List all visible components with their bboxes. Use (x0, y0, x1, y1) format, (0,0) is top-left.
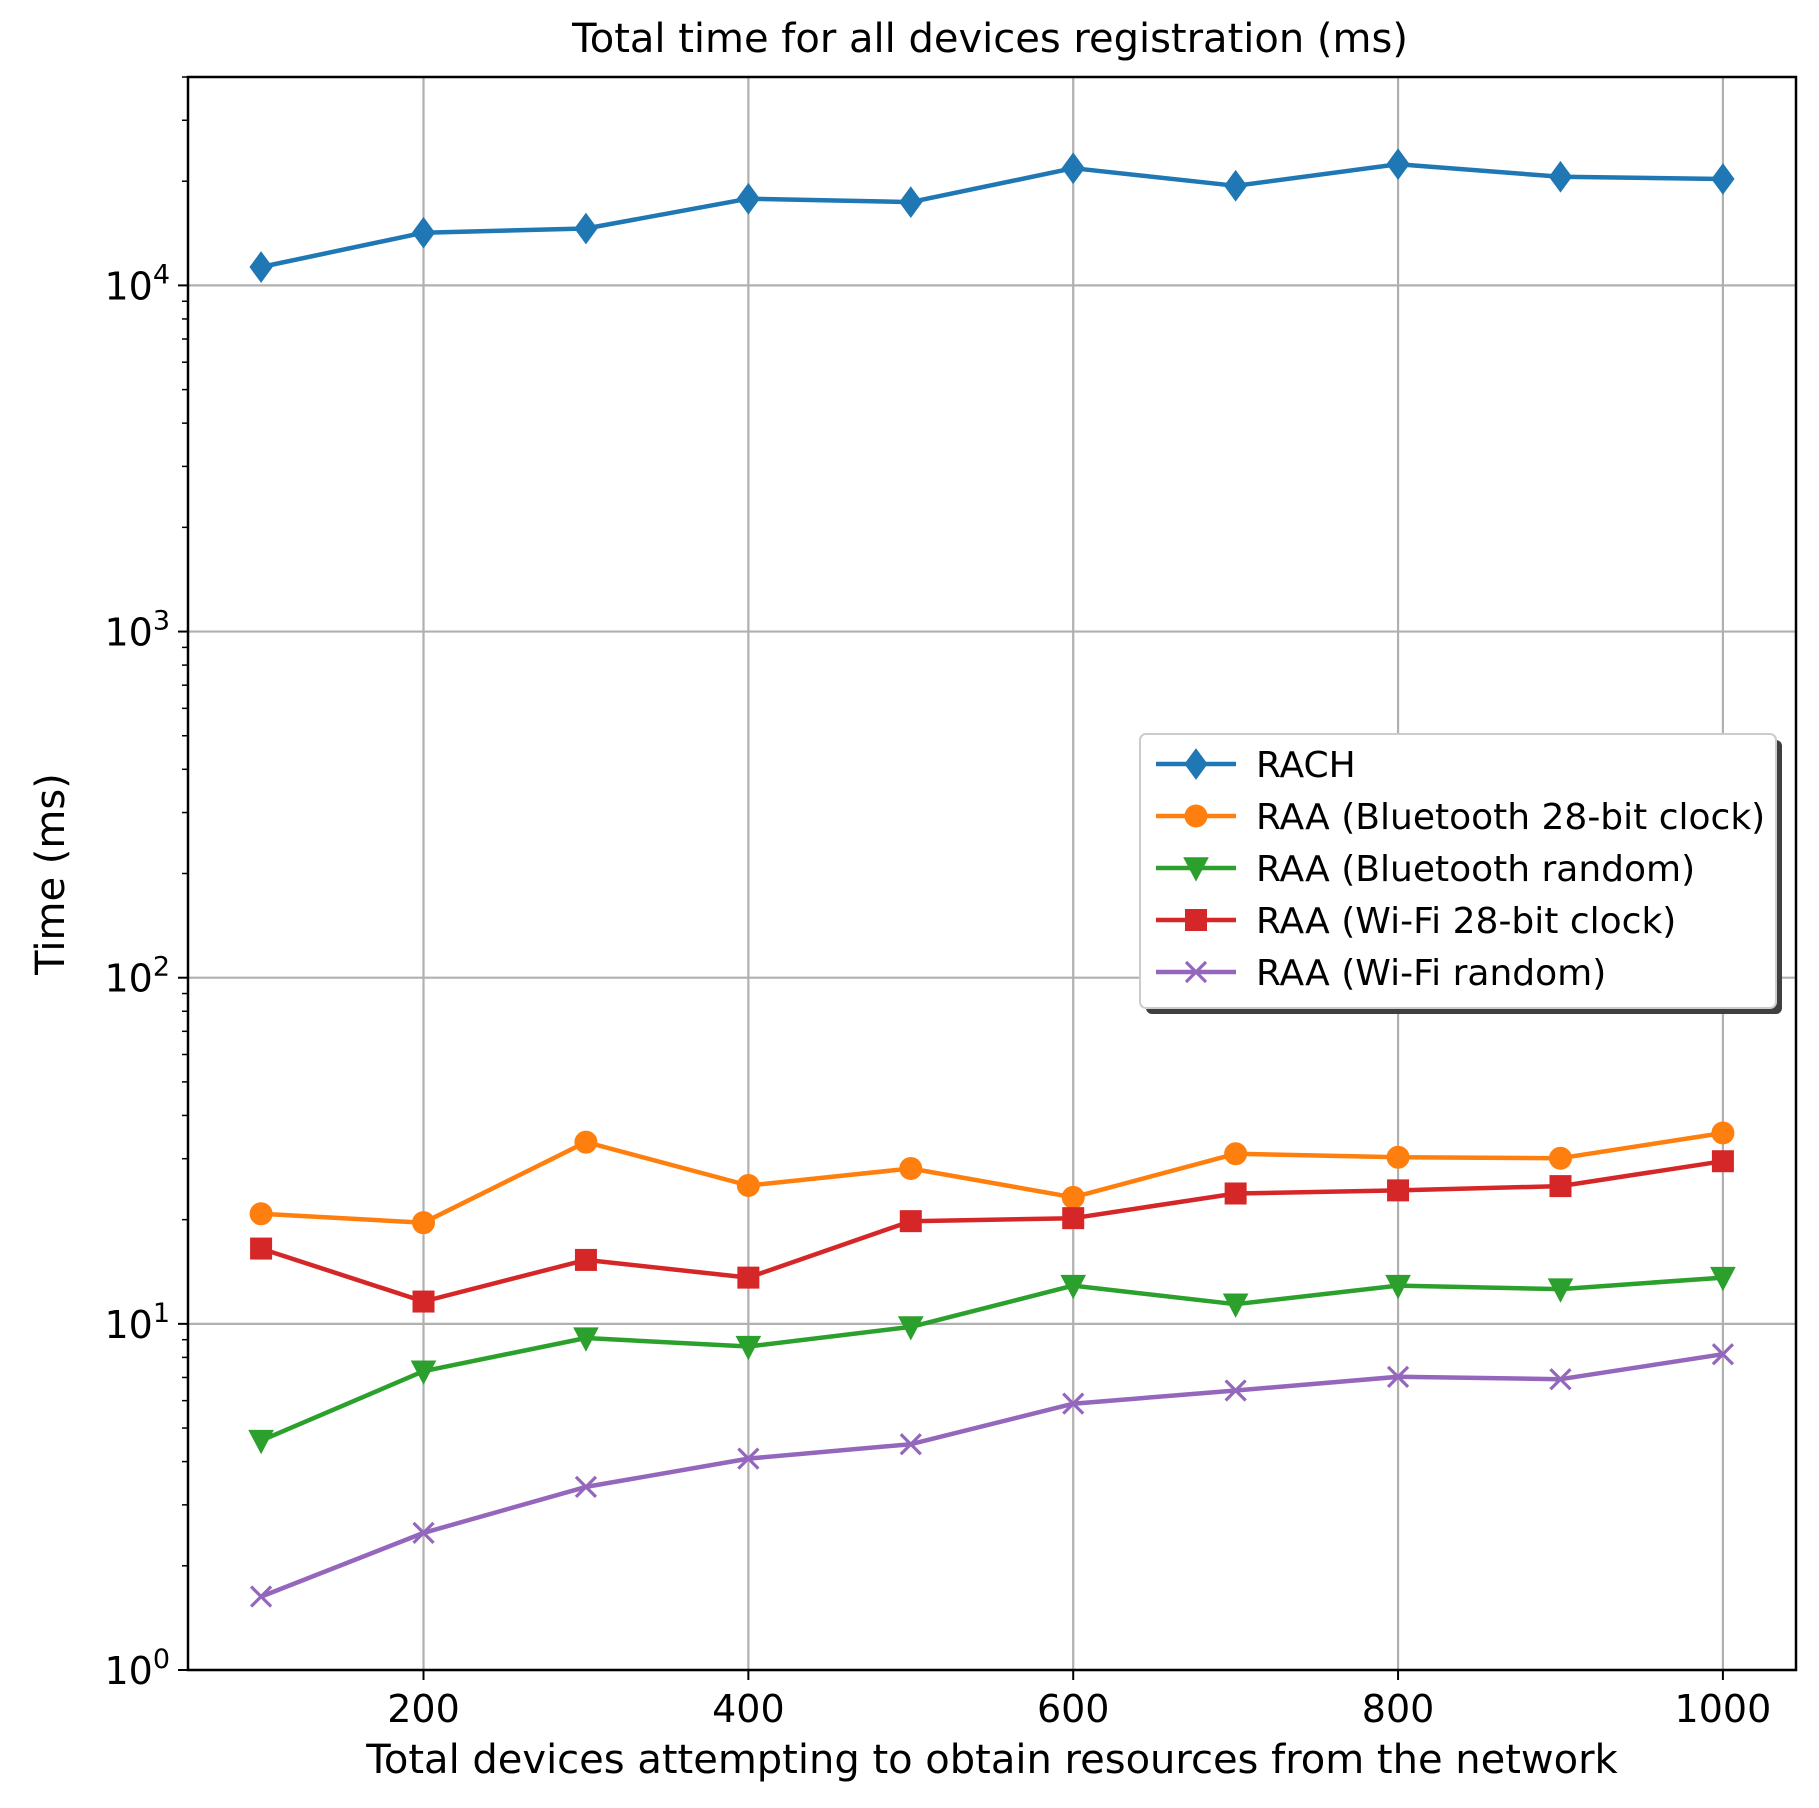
x-axis-ticks: 200 400 600 800 1000 (387, 1670, 1771, 1731)
y-axis-ticks: 100 101 102 103 104 (104, 259, 188, 1693)
data-point (1387, 1179, 1410, 1202)
data-point (899, 186, 923, 218)
x-tick-label: 1000 (1675, 1687, 1772, 1731)
legend-box (1139, 733, 1777, 1009)
data-point (574, 212, 598, 245)
data-point (250, 1237, 273, 1260)
data-point (574, 1475, 598, 1499)
data-point (1061, 152, 1085, 185)
data-point (412, 1521, 435, 1544)
y-tick-label: 102 (104, 952, 170, 1001)
data-point (249, 1202, 273, 1226)
legend-item: RAA (Wi-Fi 28-bit clock) (1156, 901, 1676, 942)
series-line (260, 1130, 1724, 1225)
data-point (735, 1335, 762, 1361)
data-point (737, 1447, 760, 1470)
data-point (736, 182, 760, 215)
data-point (736, 1174, 760, 1198)
data-point (412, 1290, 435, 1313)
y-tick-label: 100 (104, 1644, 170, 1693)
y-tick-label: 104 (104, 259, 170, 308)
series-line (260, 1158, 1724, 1304)
data-point (1711, 1343, 1735, 1366)
data-point (1224, 1379, 1247, 1402)
data-point (1711, 1121, 1735, 1145)
legend-label: RAA (Wi-Fi random) (1256, 953, 1606, 994)
data-point (1711, 163, 1735, 195)
data-point (899, 1210, 922, 1233)
data-point (897, 1316, 924, 1341)
data-point (1062, 1207, 1085, 1230)
data-point (1224, 1182, 1247, 1205)
data-point (899, 1433, 922, 1456)
plot-frame (186, 75, 1798, 1672)
legend-swatch-marker (1184, 748, 1208, 780)
data-point (1710, 1266, 1736, 1292)
data-point (249, 1585, 273, 1608)
data-point (574, 1248, 597, 1271)
data-point (1548, 1146, 1572, 1170)
data-point (1547, 1278, 1574, 1303)
x-tick-label: 200 (387, 1687, 460, 1731)
legend-item: RAA (Wi-Fi random) (1156, 953, 1606, 994)
data-point (1386, 148, 1410, 181)
series-4 (250, 1150, 1734, 1313)
data-point (737, 1266, 760, 1289)
data-point (248, 1429, 274, 1455)
y-tick-label: 101 (104, 1298, 170, 1347)
x-tick-label: 400 (712, 1687, 785, 1731)
legend-item: RACH (1156, 745, 1356, 786)
legend-swatch-marker (1184, 804, 1208, 828)
legend-swatch-marker (1184, 960, 1208, 984)
series-3 (248, 1266, 1736, 1455)
x-tick-label: 800 (1362, 1687, 1435, 1731)
series-line (260, 1275, 1724, 1443)
data-point (411, 216, 436, 249)
legend-label: RAA (Bluetooth 28-bit clock) (1256, 797, 1765, 838)
data-point (1549, 1175, 1572, 1198)
series-layer (248, 148, 1736, 1608)
data-point (899, 1157, 923, 1181)
data-point (1222, 1293, 1249, 1318)
data-point (249, 251, 273, 283)
data-point (574, 1130, 598, 1154)
series-line (260, 161, 1723, 270)
series-2 (249, 1121, 1735, 1235)
data-point (1711, 1150, 1734, 1173)
legend-label: RACH (1256, 745, 1356, 786)
series-line (260, 1351, 1724, 1599)
data-point (1386, 1365, 1410, 1388)
y-axis-label: Time (ms) (28, 773, 74, 976)
chart-title: Total time for all devices registration … (571, 16, 1408, 62)
series-5 (249, 1343, 1735, 1608)
data-point (412, 1211, 436, 1235)
legend-label: RAA (Bluetooth random) (1256, 849, 1695, 890)
legend-swatch-marker (1185, 909, 1207, 931)
data-point (1385, 1274, 1411, 1300)
legend-item: RAA (Bluetooth random) (1156, 849, 1695, 890)
x-axis-label: Total devices attempting to obtain resou… (365, 1737, 1618, 1783)
data-point (410, 1360, 437, 1385)
data-point (1549, 1368, 1572, 1391)
legend-swatch-marker (1183, 857, 1209, 882)
data-point (1060, 1274, 1087, 1300)
y-tick-label: 103 (104, 606, 170, 655)
legend: RACH RAA (Bluetooth 28-bit clock) RAA (Blu… (1139, 733, 1782, 1014)
data-point (573, 1327, 599, 1352)
data-point (1061, 1185, 1085, 1209)
series-1 (249, 148, 1735, 283)
x-tick-label: 600 (1037, 1687, 1110, 1731)
legend-label: RAA (Wi-Fi 28-bit clock) (1256, 901, 1676, 942)
data-point (1386, 1145, 1410, 1169)
data-point (1062, 1392, 1085, 1415)
data-point (1224, 1142, 1248, 1166)
legend-item: RAA (Bluetooth 28-bit clock) (1156, 797, 1765, 838)
data-point (1548, 160, 1573, 193)
data-point (1224, 169, 1248, 202)
